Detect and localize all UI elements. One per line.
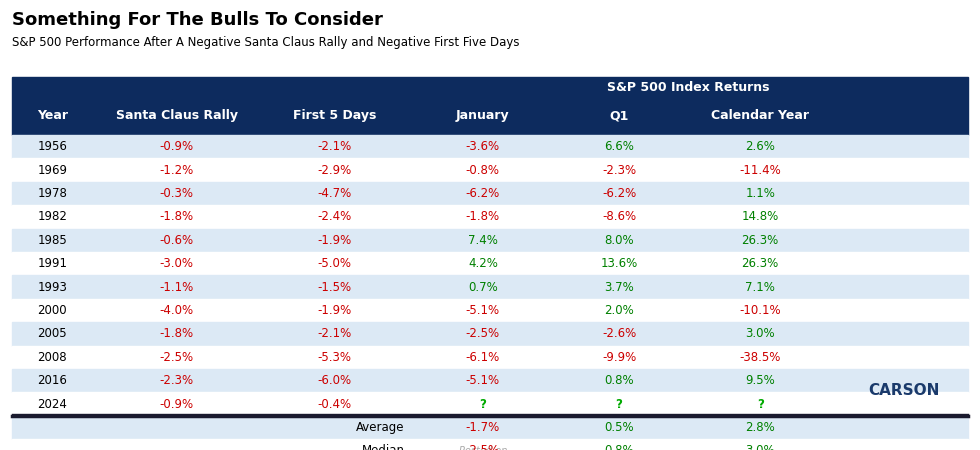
- Text: -1.8%: -1.8%: [160, 328, 194, 340]
- Text: 26.3%: 26.3%: [742, 234, 779, 247]
- Text: 2008: 2008: [37, 351, 68, 364]
- Text: S&P 500 Performance After A Negative Santa Claus Rally and Negative First Five D: S&P 500 Performance After A Negative San…: [12, 36, 519, 49]
- Text: 7.1%: 7.1%: [745, 281, 775, 293]
- Text: -1.2%: -1.2%: [160, 164, 194, 176]
- Text: -4.7%: -4.7%: [318, 187, 352, 200]
- Text: 1985: 1985: [37, 234, 68, 247]
- Text: 1956: 1956: [37, 140, 68, 153]
- Text: 8.0%: 8.0%: [605, 234, 634, 247]
- Text: -6.1%: -6.1%: [466, 351, 500, 364]
- Text: -5.1%: -5.1%: [466, 374, 500, 387]
- Text: -8.6%: -8.6%: [602, 211, 636, 223]
- Text: 1982: 1982: [37, 211, 68, 223]
- Text: ?: ?: [615, 398, 622, 410]
- Text: CARSON: CARSON: [868, 383, 940, 398]
- Text: Median: Median: [362, 445, 405, 450]
- Text: -0.3%: -0.3%: [160, 187, 194, 200]
- Text: -1.9%: -1.9%: [318, 234, 352, 247]
- Text: -6.0%: -6.0%: [318, 374, 352, 387]
- Text: 2005: 2005: [37, 328, 68, 340]
- Text: Posted on: Posted on: [459, 446, 507, 450]
- Text: Calendar Year: Calendar Year: [711, 109, 809, 122]
- Text: 2.6%: 2.6%: [745, 140, 775, 153]
- Text: 0.8%: 0.8%: [605, 445, 634, 450]
- Text: -2.3%: -2.3%: [160, 374, 194, 387]
- Text: -0.8%: -0.8%: [466, 164, 500, 176]
- Text: 1978: 1978: [37, 187, 68, 200]
- Text: -0.4%: -0.4%: [318, 398, 352, 410]
- Text: -1.7%: -1.7%: [466, 421, 500, 434]
- Text: Average: Average: [357, 421, 405, 434]
- Text: -2.9%: -2.9%: [318, 164, 352, 176]
- Text: -2.5%: -2.5%: [466, 328, 500, 340]
- Text: 3.0%: 3.0%: [746, 328, 775, 340]
- Text: -2.3%: -2.3%: [602, 164, 636, 176]
- Text: -1.5%: -1.5%: [318, 281, 352, 293]
- Text: 1969: 1969: [37, 164, 68, 176]
- Text: -1.8%: -1.8%: [466, 211, 500, 223]
- Text: ?: ?: [479, 398, 486, 410]
- Text: -2.5%: -2.5%: [160, 351, 194, 364]
- Text: First 5 Days: First 5 Days: [293, 109, 376, 122]
- Text: -6.2%: -6.2%: [602, 187, 636, 200]
- Text: -0.9%: -0.9%: [160, 398, 194, 410]
- Text: 1991: 1991: [37, 257, 68, 270]
- Text: -2.1%: -2.1%: [318, 140, 352, 153]
- Text: January: January: [456, 109, 510, 122]
- Polygon shape: [833, 396, 858, 420]
- Text: 0.7%: 0.7%: [468, 281, 498, 293]
- Text: 2024: 2024: [37, 398, 68, 410]
- Text: 2.8%: 2.8%: [746, 421, 775, 434]
- Text: 2.0%: 2.0%: [605, 304, 634, 317]
- Text: 3.7%: 3.7%: [605, 281, 634, 293]
- Text: -2.5%: -2.5%: [466, 445, 500, 450]
- Text: -1.9%: -1.9%: [318, 304, 352, 317]
- Text: -1.1%: -1.1%: [160, 281, 194, 293]
- Text: -5.0%: -5.0%: [318, 257, 352, 270]
- Text: S&P 500 Index Returns: S&P 500 Index Returns: [608, 81, 769, 94]
- Text: -0.9%: -0.9%: [160, 140, 194, 153]
- Text: -38.5%: -38.5%: [740, 351, 781, 364]
- Text: Santa Claus Rally: Santa Claus Rally: [116, 109, 238, 122]
- Text: 14.8%: 14.8%: [742, 211, 779, 223]
- Text: -4.0%: -4.0%: [160, 304, 194, 317]
- Text: -0.6%: -0.6%: [160, 234, 194, 247]
- Text: -10.1%: -10.1%: [739, 304, 781, 317]
- Text: 26.3%: 26.3%: [742, 257, 779, 270]
- Text: ?: ?: [757, 398, 763, 410]
- Text: 0.5%: 0.5%: [605, 421, 634, 434]
- Text: 1993: 1993: [37, 281, 68, 293]
- Text: 0.8%: 0.8%: [605, 374, 634, 387]
- Text: Something For The Bulls To Consider: Something For The Bulls To Consider: [12, 11, 382, 29]
- Text: -11.4%: -11.4%: [739, 164, 781, 176]
- Text: -3.0%: -3.0%: [160, 257, 194, 270]
- Text: 9.5%: 9.5%: [746, 374, 775, 387]
- Text: 3.0%: 3.0%: [746, 445, 775, 450]
- Text: Year: Year: [37, 109, 68, 122]
- Text: 13.6%: 13.6%: [601, 257, 638, 270]
- Text: -9.9%: -9.9%: [602, 351, 636, 364]
- Text: -6.2%: -6.2%: [466, 187, 500, 200]
- Text: Q1: Q1: [610, 109, 629, 122]
- Text: 2000: 2000: [37, 304, 68, 317]
- Text: -2.4%: -2.4%: [318, 211, 352, 223]
- Text: -2.6%: -2.6%: [602, 328, 636, 340]
- Text: 7.4%: 7.4%: [467, 234, 498, 247]
- Text: 1.1%: 1.1%: [745, 187, 775, 200]
- Text: 6.6%: 6.6%: [605, 140, 634, 153]
- Text: 2016: 2016: [37, 374, 68, 387]
- Text: -2.1%: -2.1%: [318, 328, 352, 340]
- Text: 4.2%: 4.2%: [467, 257, 498, 270]
- Text: -5.1%: -5.1%: [466, 304, 500, 317]
- Text: -5.3%: -5.3%: [318, 351, 352, 364]
- Text: -3.6%: -3.6%: [466, 140, 500, 153]
- Text: -1.8%: -1.8%: [160, 211, 194, 223]
